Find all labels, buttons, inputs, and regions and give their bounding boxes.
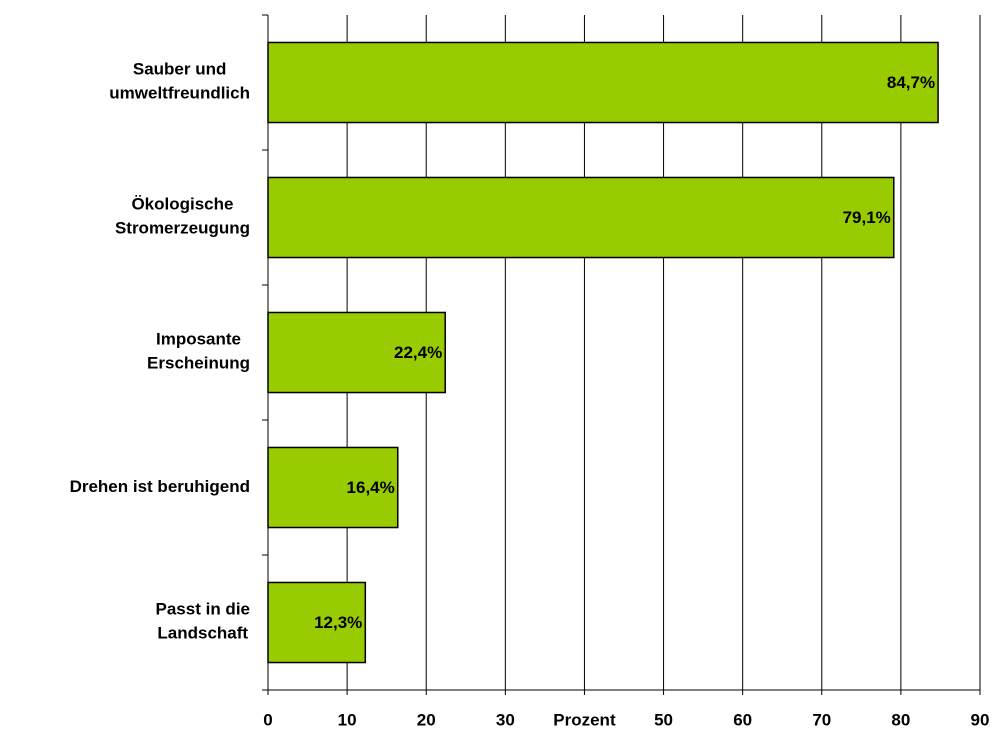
y-tick-label: Sauber und umweltfreundlich: [109, 60, 250, 103]
x-tick-label: 10: [338, 710, 357, 729]
value-label: 16,4%: [347, 478, 395, 497]
x-tick-label: 30: [496, 710, 515, 729]
x-tick-label: 20: [417, 710, 436, 729]
x-tick-label: Prozent: [553, 710, 616, 729]
y-tick-label: Imposante Erscheinung: [147, 330, 250, 373]
bar: [267, 41, 939, 124]
bar: [267, 311, 446, 394]
value-label: 12,3%: [314, 613, 362, 632]
x-tick-label: 60: [733, 710, 752, 729]
value-label: 22,4%: [394, 343, 442, 362]
x-tick-label: 70: [812, 710, 831, 729]
value-label: 79,1%: [843, 208, 891, 227]
x-tick-label: 50: [654, 710, 673, 729]
value-label: 84,7%: [887, 73, 935, 92]
x-tick-label: 90: [971, 710, 990, 729]
x-tick-label: 0: [263, 710, 272, 729]
bar: [267, 446, 399, 529]
y-tick-label: Drehen ist beruhigend: [70, 477, 250, 496]
y-tick-label: Passt in die Landschaft: [156, 600, 250, 643]
x-tick-label: 80: [891, 710, 910, 729]
bar: [267, 176, 895, 259]
y-tick-label: Ökologische Stromerzeugung: [115, 195, 250, 238]
bar: [267, 581, 367, 664]
